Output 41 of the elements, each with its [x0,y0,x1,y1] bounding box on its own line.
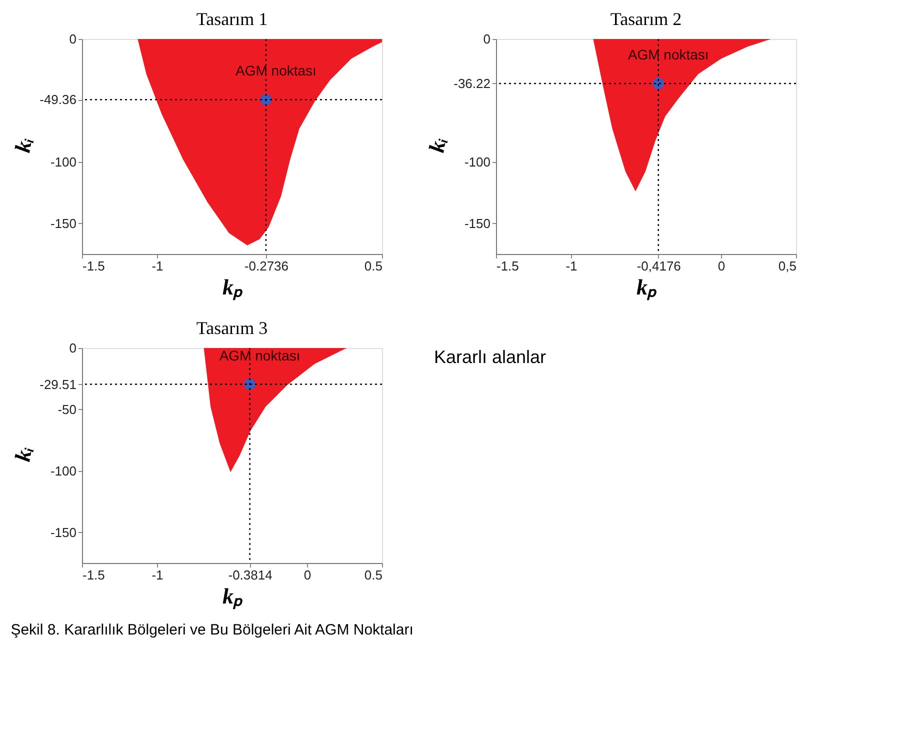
chart-title: Tasarım 2 [610,9,682,29]
x-tick-label: -1 [152,258,164,274]
x-axis-title: kₚ [222,584,244,610]
x-axis-title: kₚ [222,274,244,300]
x-tick-label: -1 [152,568,164,582]
x-tick-label: -0.2736 [244,258,289,274]
x-tick-label: 0,5 [778,258,796,274]
y-tick-label: -50 [58,402,76,417]
x-tick-label: -0,4176 [636,258,681,274]
y-tick-label: -29.51 [40,376,76,392]
y-tick-label: -49.36 [40,92,76,108]
y-axis-title: kᵢ [424,135,451,154]
y-tick-label: -36.22 [454,76,490,91]
text: Kararlı alanlar [434,347,546,367]
y-tick-label: -150 [50,216,76,231]
y-tick-label: 0 [69,32,76,46]
chart-title: Tasarım 3 [196,318,268,338]
y-tick-label: -150 [464,216,490,231]
y-tick-label: -100 [50,463,76,478]
x-tick-label: 0 [304,568,312,582]
x-tick-label: 0 [718,258,726,274]
x-axis-title: kₚ [636,274,658,300]
y-tick-label: -100 [50,154,76,170]
text: Şekil 8. Kararlılık Bölgeleri ve Bu Bölgeleri Ait AGM Noktaları [10,622,414,638]
x-tick-label: 0.5 [364,568,382,582]
x-tick-label: -1 [566,258,578,274]
y-axis-title: kᵢ [10,444,37,464]
y-tick-label: -150 [50,524,76,540]
y-tick-label: 0 [69,340,76,356]
x-tick-label: 0.5 [364,258,382,274]
y-axis-title: kᵢ [10,135,37,154]
x-tick-label: -1.5 [496,258,519,274]
x-tick-label: -1.5 [82,568,105,582]
y-tick-label: -100 [464,154,490,170]
annotation: AGM noktası [628,46,709,62]
x-tick-label: -1.5 [82,258,105,274]
annotation: AGM noktası [236,62,316,79]
y-tick-label: 0 [483,32,490,46]
x-tick-label: -0.3814 [228,568,272,582]
annotation: AGM noktası [219,347,300,364]
chart-title: Tasarım 1 [196,9,268,29]
